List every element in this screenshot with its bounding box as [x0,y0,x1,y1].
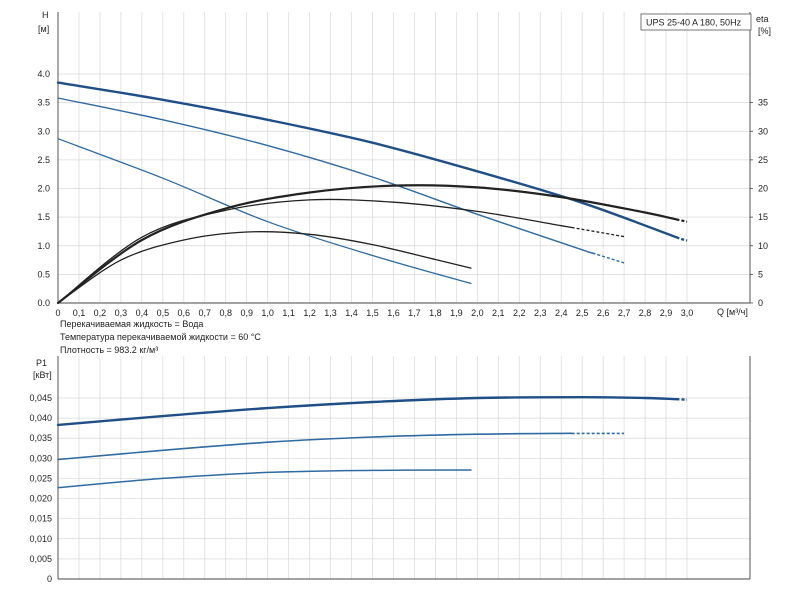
x-tick-label: 1,2 [303,308,316,318]
x-tick-label: 2,1 [492,308,505,318]
y-axis-unit-power: [кВт] [33,370,52,380]
curve-head-mid-dashed [592,252,625,264]
curve-eta-mid-dashed [571,226,625,238]
x-axis-label-q: Q [м³/ч] [717,307,748,317]
y-tick-label-power: 0,010 [29,534,52,544]
y-tick-label-head: 4.0 [37,69,50,79]
curve-power-mid [57,432,573,461]
y-tick-label-head: 0.5 [37,269,50,279]
curve-eta-mid [57,198,573,304]
x-tick-label: 1,4 [345,308,358,318]
x-tick-label: 2,9 [660,308,673,318]
y-tick-label-eta: 25 [758,155,768,165]
x-tick-label: 0,7 [199,308,212,318]
x-tick-label: 1,0 [261,308,274,318]
chart-title: UPS 25-40 A 180, 50Hz [646,18,742,28]
x-tick-label: 1,5 [366,308,379,318]
y-tick-label-head: 0.0 [37,298,50,308]
grid-bottom [57,356,751,580]
y-tick-label-power: 0,040 [29,413,52,423]
x-tick-label: 0,2 [94,308,107,318]
y-tick-label-power: 0,015 [29,514,52,524]
curve-power-low [57,469,472,489]
x-tick-label: 0 [55,308,60,318]
x-tick-label: 2,6 [597,308,610,318]
x-tick-label: 2,0 [471,308,484,318]
x-tick-label: 2,7 [618,308,631,318]
curve-eta-high-dashed [676,218,688,223]
title-box [640,13,752,31]
x-tick-label: 2,5 [576,308,589,318]
curve-head-high-dashed [676,236,688,242]
x-tick-label: 0,5 [157,308,170,318]
x-tick-label: 0,8 [219,308,232,318]
x-tick-label: 2,8 [639,308,652,318]
y-tick-label-power: 0,005 [29,554,52,564]
y-tick-label-head: 2.0 [37,184,50,194]
x-tick-label: 1,9 [450,308,463,318]
curve-head-mid [57,97,595,255]
tick-labels: 0 0,1 0,2 0,3 0,4 0,5 0,6 0,7 0,8 0,9 1,0 1,1 1,2 1,3… [29,69,768,584]
y-tick-label-power: 0,020 [29,494,52,504]
y-tick-label-head: 2.5 [37,155,50,165]
curves [56,81,688,489]
y-axis-unit-eta: [%] [758,26,771,36]
y-tick-label-eta: 15 [758,212,768,222]
x-tick-label: 0,6 [178,308,191,318]
x-tick-label: 0,1 [73,308,86,318]
x-tick-label: 2,4 [555,308,568,318]
axes [57,12,753,580]
x-tick-label: 1,6 [387,308,400,318]
y-tick-label-eta: 0 [758,298,763,308]
y-axis-label-head: H [42,10,49,20]
x-tick-label: 2,2 [513,308,526,318]
note-liquid: Перекачиваемая жидкость = Вода [60,319,203,329]
y-tick-label-power: 0,030 [29,453,52,463]
y-tick-label-power: 0,035 [29,433,52,443]
curve-head-low [57,138,472,285]
y-axis-label-eta: eta [756,14,769,24]
grid-top [57,12,751,304]
x-tick-label: 1,8 [429,308,442,318]
note-density: Плотность = 983.2 кг/м³ [60,345,158,355]
curve-head-high [56,81,678,239]
x-tick-label: 2,3 [534,308,547,318]
y-tick-label-head: 3.5 [37,98,50,108]
curve-power-high [56,395,678,427]
y-tick-label-power: 0,025 [29,473,52,483]
y-tick-label-head: 3.0 [37,126,50,136]
x-tick-label: 3,0 [681,308,694,318]
y-tick-label-head: 1.5 [37,212,50,222]
y-tick-label-head: 1.0 [37,241,50,251]
x-tick-label: 1,3 [324,308,337,318]
curve-eta-low [57,231,472,304]
y-tick-label-eta: 10 [758,241,768,251]
y-axis-label-power: P1 [36,358,47,368]
x-tick-label: 0,9 [240,308,253,318]
note-temperature: Температура перекачиваемой жидкости = 60… [60,332,261,342]
x-tick-label: 0,3 [115,308,128,318]
y-axis-unit-head: [м] [38,24,49,34]
y-tick-label-eta: 35 [758,98,768,108]
y-tick-label-power: 0 [47,574,52,584]
y-tick-label-eta: 30 [758,126,768,136]
x-tick-label: 1,1 [282,308,295,318]
x-tick-label: 0,4 [136,308,149,318]
x-tick-label: 1,7 [408,308,421,318]
curve-eta-high [56,184,678,305]
y-tick-label-eta: 20 [758,184,768,194]
y-tick-label-power: 0,045 [29,393,52,403]
y-tick-label-eta: 5 [758,269,763,279]
